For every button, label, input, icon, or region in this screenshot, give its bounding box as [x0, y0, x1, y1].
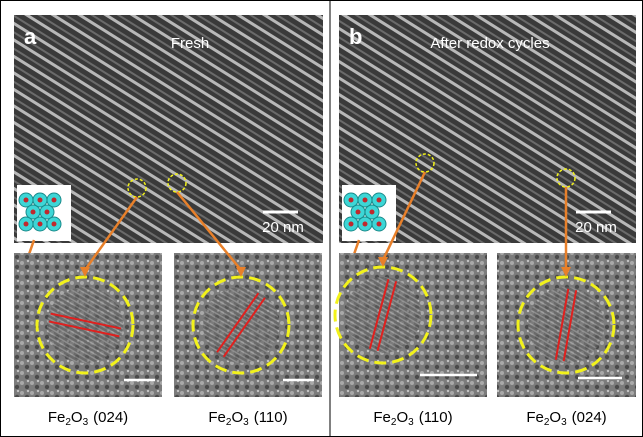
- lattice-region: [47, 287, 123, 363]
- particle: [377, 198, 382, 203]
- plane: (024): [572, 409, 607, 426]
- plane: (110): [419, 409, 453, 426]
- subscript: 3: [243, 417, 249, 428]
- panel-label: a: [24, 24, 37, 49]
- element: O: [231, 409, 243, 426]
- subscript: 3: [561, 417, 567, 428]
- particle: [52, 198, 57, 203]
- particle: [370, 210, 375, 215]
- particle: [377, 222, 382, 227]
- particle: [24, 222, 29, 227]
- plane: (110): [254, 409, 288, 426]
- element: O: [71, 409, 83, 426]
- subscript: 3: [408, 417, 414, 428]
- panel-label: b: [349, 24, 362, 49]
- particle: [363, 198, 368, 203]
- particle: [45, 210, 50, 215]
- caption: Fe2O3(024): [526, 409, 606, 428]
- panel-title: After redox cycles: [430, 35, 549, 52]
- particle: [38, 222, 43, 227]
- panel-title: Fresh: [171, 35, 209, 52]
- particle: [363, 222, 368, 227]
- scale-label: 20 nm: [575, 219, 617, 236]
- element: Fe: [526, 409, 544, 426]
- element: O: [549, 409, 561, 426]
- caption: Fe2O3(110): [373, 409, 452, 428]
- particle: [31, 210, 36, 215]
- element: Fe: [208, 409, 226, 426]
- particle: [356, 210, 361, 215]
- particle: [38, 198, 43, 203]
- element: Fe: [373, 409, 391, 426]
- particle: [349, 198, 354, 203]
- element: Fe: [48, 409, 66, 426]
- particle: [24, 198, 29, 203]
- element: O: [396, 409, 408, 426]
- particle: [52, 222, 57, 227]
- caption: Fe2O3(024): [48, 409, 128, 428]
- lattice-region: [203, 287, 279, 363]
- plane: (024): [93, 409, 128, 426]
- lattice-region: [345, 277, 421, 353]
- particle: [349, 222, 354, 227]
- caption: Fe2O3(110): [208, 409, 287, 428]
- subscript: 3: [83, 417, 89, 428]
- scale-label: 20 nm: [262, 219, 304, 236]
- figure: aFresh20 nmFe2O3(024)Fe2O3(110)bAfter re…: [0, 0, 643, 437]
